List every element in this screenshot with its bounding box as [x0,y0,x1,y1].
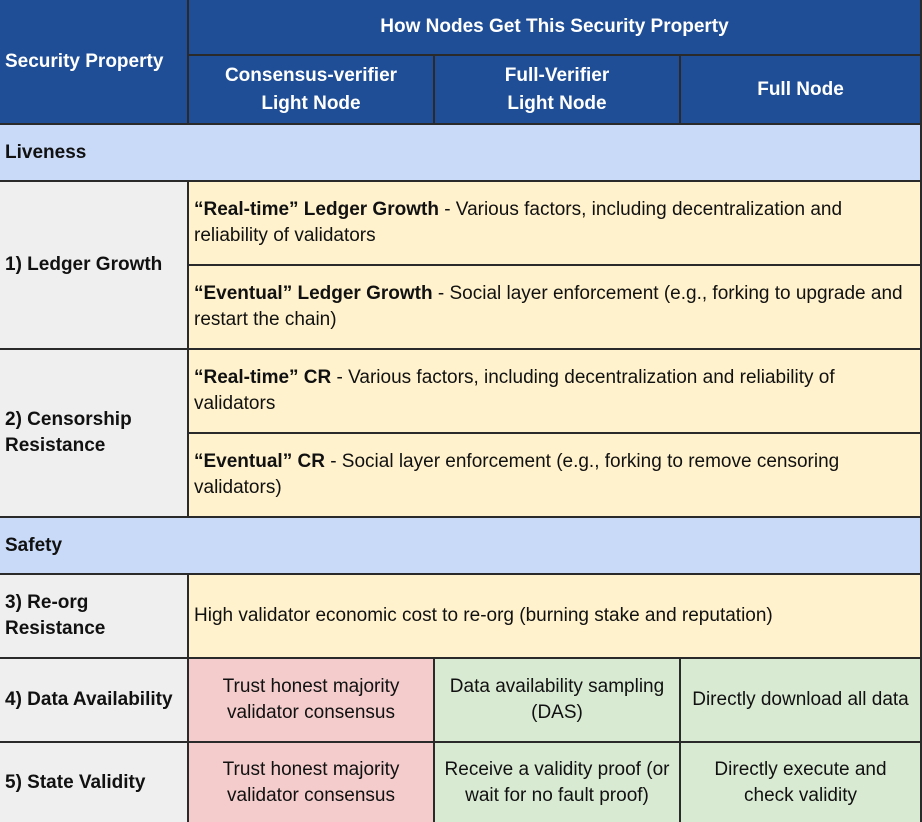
censorship-realtime-desc: - Various factors, including decentraliz… [194,367,835,414]
property-state-validity-label: 5) State Validity [5,771,146,793]
header-full-verifier: Full-Verifier Light Node [435,56,681,125]
header-security-property: Security Property [0,0,189,125]
data-availability-consensus: Trust honest majority validator consensu… [189,659,435,743]
data-availability-full-node: Directly download all data [681,659,922,743]
header-full-node: Full Node [681,56,922,125]
censorship-realtime-title: “Real-time” CR [194,367,332,388]
data-availability-consensus-text: Trust honest majority validator consensu… [222,676,400,723]
censorship-realtime: “Real-time” CR - Various factors, includ… [189,350,922,434]
header-consensus-verifier-label: Consensus-verifier Light Node [224,64,398,114]
header-security-property-label: Security Property [5,50,164,72]
data-availability-full-node-text: Directly download all data [692,689,909,710]
censorship-eventual: “Eventual” CR - Social layer enforcement… [189,434,922,518]
header-consensus-verifier: Consensus-verifier Light Node [189,56,435,125]
reorg-description: High validator economic cost to re-org (… [189,575,922,659]
censorship-eventual-text: “Eventual” CR - Social layer enforcement… [194,449,916,501]
state-validity-consensus-text: Trust honest majority validator consensu… [222,758,400,806]
state-validity-full-verifier: Receive a validity proof (or wait for no… [435,743,681,822]
property-reorg-resistance-label: 3) Re-org Resistance [5,592,106,639]
censorship-realtime-text: “Real-time” CR - Various factors, includ… [194,365,916,417]
ledger-growth-eventual-text: “Eventual” Ledger Growth - Social layer … [194,281,916,333]
ledger-growth-realtime-desc: - Various factors, including decentraliz… [194,199,843,246]
header-how-nodes-label: How Nodes Get This Security Property [380,16,729,37]
property-ledger-growth: 1) Ledger Growth [0,182,189,350]
ledger-growth-eventual-desc: - Social layer enforcement (e.g., forkin… [194,283,903,330]
ledger-growth-realtime-title: “Real-time” Ledger Growth [194,199,439,220]
property-data-availability: 4) Data Availability [0,659,189,743]
section-safety: Safety [0,518,922,575]
ledger-growth-realtime: “Real-time” Ledger Growth - Various fact… [189,182,922,266]
state-validity-full-node-text: Directly execute and check validity [714,758,887,806]
ledger-growth-realtime-text: “Real-time” Ledger Growth - Various fact… [194,197,916,249]
ledger-growth-eventual: “Eventual” Ledger Growth - Social layer … [189,266,922,350]
header-full-verifier-label: Full-Verifier Light Node [504,64,610,114]
property-state-validity: 5) State Validity [0,743,189,822]
property-censorship-resistance-label: 2) Censorship Resistance [5,409,132,456]
data-availability-full-verifier-text: Data availability sampling (DAS) [449,676,665,723]
property-reorg-resistance: 3) Re-org Resistance [0,575,189,659]
state-validity-consensus: Trust honest majority validator consensu… [189,743,435,822]
header-full-node-label: Full Node [757,78,844,100]
state-validity-full-node: Directly execute and check validity [681,743,922,822]
state-validity-full-verifier-text: Receive a validity proof (or wait for no… [444,758,670,806]
section-liveness: Liveness [0,125,922,182]
censorship-eventual-title: “Eventual” CR [194,451,325,472]
data-availability-full-verifier: Data availability sampling (DAS) [435,659,681,743]
property-data-availability-label: 4) Data Availability [5,689,173,710]
reorg-description-text: High validator economic cost to re-org (… [194,605,773,626]
property-ledger-growth-label: 1) Ledger Growth [5,254,163,275]
property-censorship-resistance: 2) Censorship Resistance [0,350,189,518]
censorship-eventual-desc: - Social layer enforcement (e.g., forkin… [194,451,840,498]
section-liveness-label: Liveness [5,141,87,163]
section-safety-label: Safety [5,534,63,556]
ledger-growth-eventual-title: “Eventual” Ledger Growth [194,283,433,304]
header-how-nodes: How Nodes Get This Security Property [189,0,922,56]
